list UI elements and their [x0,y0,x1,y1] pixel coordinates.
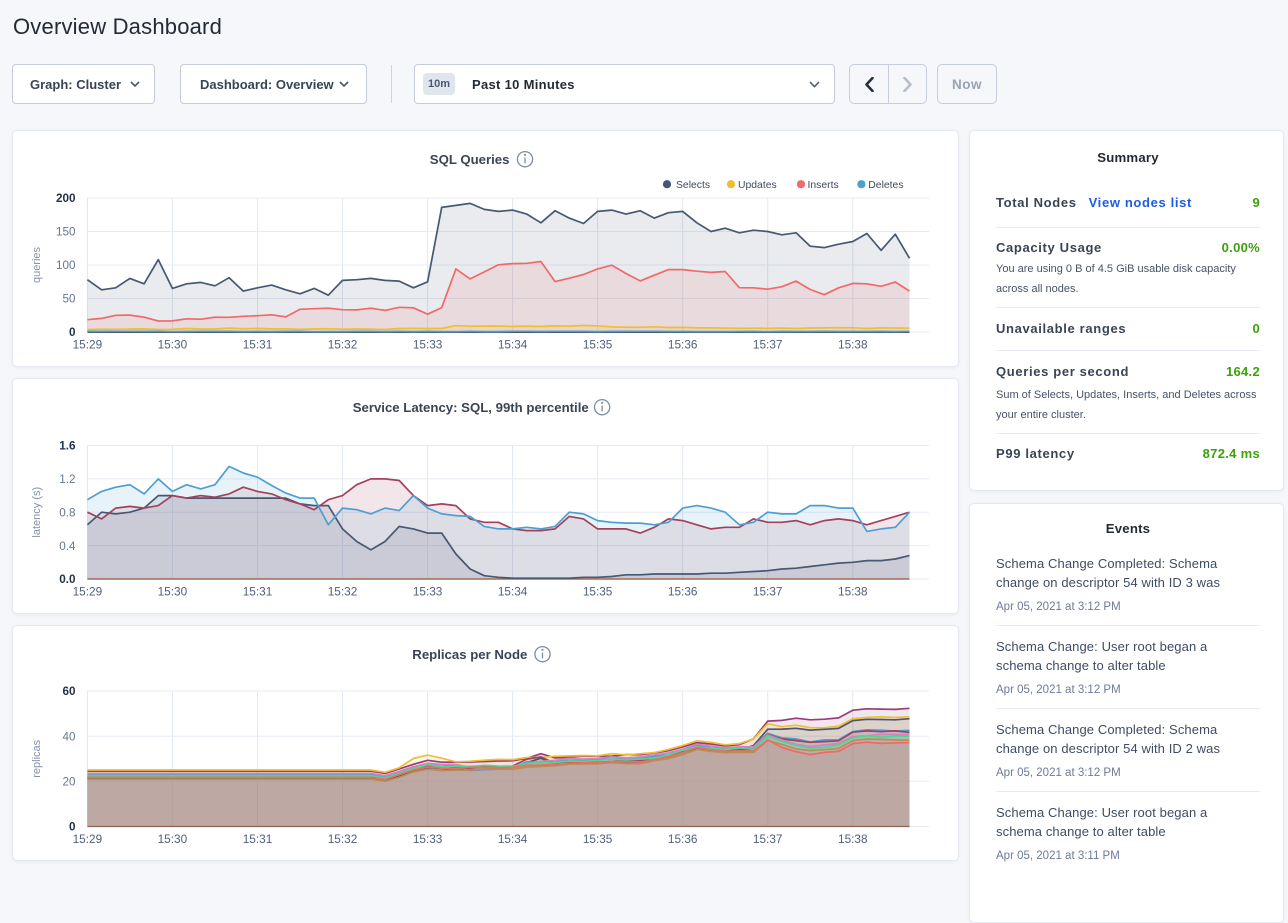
svg-text:15:36: 15:36 [668,338,698,352]
svg-text:15:30: 15:30 [158,585,188,599]
svg-text:15:37: 15:37 [753,338,783,352]
svg-text:0: 0 [69,821,76,834]
svg-text:Selects: Selects [676,180,710,191]
svg-text:15:29: 15:29 [73,832,103,846]
svg-text:15:33: 15:33 [413,338,443,352]
svg-text:40: 40 [62,730,76,743]
svg-text:latency (s): latency (s) [31,487,43,538]
svg-text:Inserts: Inserts [808,180,839,191]
svg-text:0.4: 0.4 [59,540,76,553]
svg-text:15:30: 15:30 [158,832,188,846]
svg-text:15:35: 15:35 [583,832,613,846]
svg-text:15:34: 15:34 [498,832,528,846]
svg-text:15:38: 15:38 [838,585,868,599]
svg-text:0.8: 0.8 [59,506,75,519]
svg-text:15:34: 15:34 [498,338,528,352]
svg-text:200: 200 [56,192,76,205]
svg-text:15:33: 15:33 [413,585,443,599]
svg-text:Service Latency: SQL, 99th per: Service Latency: SQL, 99th percentile [353,400,589,415]
svg-text:replicas: replicas [31,739,43,777]
svg-text:15:32: 15:32 [328,338,358,352]
svg-text:Deletes: Deletes [868,180,903,191]
svg-text:15:32: 15:32 [328,832,358,846]
svg-text:Updates: Updates [738,180,777,191]
svg-text:15:37: 15:37 [753,832,783,846]
svg-text:15:33: 15:33 [413,832,443,846]
svg-text:15:29: 15:29 [73,585,103,599]
svg-text:15:34: 15:34 [498,585,528,599]
svg-text:60: 60 [62,685,76,698]
svg-text:20: 20 [62,776,76,789]
svg-text:queries: queries [31,246,43,283]
svg-text:Replicas per Node: Replicas per Node [412,647,527,662]
svg-text:SQL Queries: SQL Queries [430,152,510,167]
svg-text:15:32: 15:32 [328,585,358,599]
svg-text:15:31: 15:31 [243,585,273,599]
svg-text:15:31: 15:31 [243,338,273,352]
svg-text:50: 50 [62,293,76,306]
svg-text:15:35: 15:35 [583,338,613,352]
svg-text:15:37: 15:37 [753,585,783,599]
svg-text:15:30: 15:30 [158,338,188,352]
svg-text:1.6: 1.6 [59,440,76,453]
svg-text:0: 0 [69,326,76,339]
svg-text:15:36: 15:36 [668,585,698,599]
svg-text:15:38: 15:38 [838,832,868,846]
svg-text:15:35: 15:35 [583,585,613,599]
svg-text:150: 150 [56,226,76,239]
svg-text:15:31: 15:31 [243,832,273,846]
svg-text:1.2: 1.2 [59,473,75,486]
svg-text:15:29: 15:29 [73,338,103,352]
svg-text:100: 100 [56,259,76,272]
svg-text:15:38: 15:38 [838,338,868,352]
svg-text:0.0: 0.0 [59,573,76,586]
svg-text:15:36: 15:36 [668,832,698,846]
